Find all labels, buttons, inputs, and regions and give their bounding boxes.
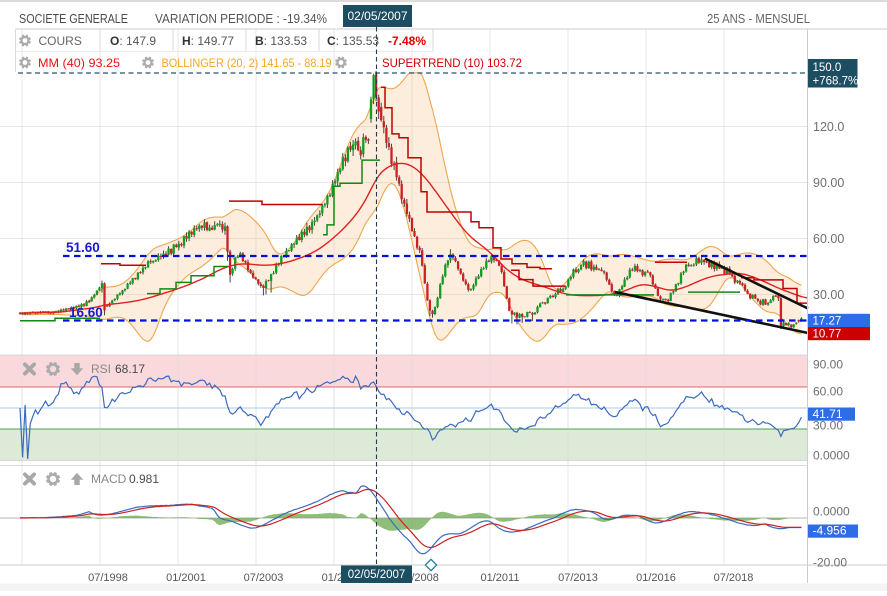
svg-text:RSI: RSI [91, 362, 111, 376]
svg-text:120.0: 120.0 [813, 120, 844, 134]
svg-text:60.00: 60.00 [813, 232, 844, 246]
svg-text:30.00: 30.00 [813, 288, 844, 302]
svg-text:17.27: 17.27 [813, 315, 842, 327]
svg-text:SUPERTREND (10) 103.72: SUPERTREND (10) 103.72 [382, 56, 522, 70]
svg-text:COURS: COURS [39, 34, 82, 48]
svg-text:01/2016: 01/2016 [636, 572, 676, 584]
svg-text:60.00: 60.00 [813, 385, 843, 399]
svg-text:02/05/2007: 02/05/2007 [348, 569, 406, 581]
svg-text:MACD: MACD [91, 472, 127, 486]
svg-text:07/2018: 07/2018 [714, 572, 754, 584]
svg-text:10.77: 10.77 [813, 329, 842, 341]
svg-text:-20.00: -20.00 [813, 556, 847, 570]
svg-text:90.00: 90.00 [813, 176, 844, 190]
svg-text:H: 149.77: H: 149.77 [182, 34, 234, 48]
svg-text:07/1998: 07/1998 [88, 572, 128, 584]
svg-text:+768.7%: +768.7% [813, 76, 859, 88]
svg-text:O: 147.9: O: 147.9 [110, 34, 156, 48]
svg-text:41.71: 41.71 [813, 407, 843, 421]
svg-text:16.60: 16.60 [69, 305, 103, 320]
svg-text:-4.956: -4.956 [813, 524, 847, 538]
svg-text:-7.48%: -7.48% [388, 34, 426, 48]
svg-text:SOCIETE GENERALE: SOCIETE GENERALE [19, 12, 128, 26]
svg-text:B: 133.53: B: 133.53 [255, 34, 307, 48]
svg-text:30.00: 30.00 [813, 419, 843, 433]
svg-text:01/2001: 01/2001 [166, 572, 206, 584]
svg-text:68.17: 68.17 [115, 362, 145, 376]
svg-text:MM (40) 93.25: MM (40) 93.25 [38, 56, 120, 70]
svg-text:07/2013: 07/2013 [558, 572, 598, 584]
svg-text:0.981: 0.981 [129, 472, 159, 486]
svg-text:90.00: 90.00 [813, 358, 843, 372]
svg-text:07/2003: 07/2003 [244, 572, 284, 584]
svg-text:02/05/2007: 02/05/2007 [347, 9, 407, 23]
svg-text:51.60: 51.60 [66, 240, 100, 255]
svg-text:150.0: 150.0 [813, 62, 842, 74]
svg-text:C: 135.53: C: 135.53 [327, 34, 379, 48]
svg-text:0.0000: 0.0000 [813, 449, 850, 463]
svg-text:VARIATION PERIODE : -19.34%: VARIATION PERIODE : -19.34% [155, 12, 327, 26]
svg-text:25 ANS - MENSUEL: 25 ANS - MENSUEL [707, 12, 810, 26]
svg-text:BOLLINGER (20, 2) 141.65 - 88: BOLLINGER (20, 2) 141.65 - 88.19 [162, 56, 332, 70]
svg-text:0.0000: 0.0000 [813, 505, 850, 519]
svg-text:01/2011: 01/2011 [481, 572, 520, 584]
